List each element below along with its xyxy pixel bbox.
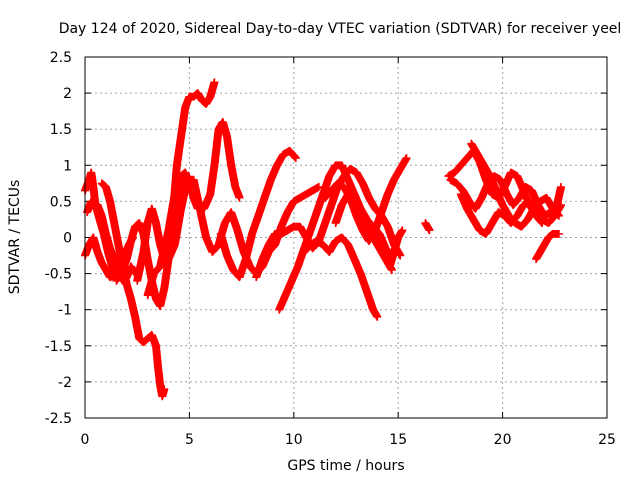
series-track-4 [97, 179, 169, 401]
data-point-markers [331, 190, 396, 274]
data-point-markers [300, 233, 382, 321]
y-tick-label: -2 [58, 375, 72, 391]
series-track-9 [216, 146, 300, 282]
data-point-markers [252, 164, 405, 282]
data-series [81, 78, 566, 401]
x-tick-label: 20 [494, 432, 512, 448]
series-track-6 [133, 78, 219, 285]
data-point-markers [385, 226, 407, 271]
data-point-markers [421, 219, 434, 235]
y-tick-label: 0.5 [50, 194, 72, 210]
series-track-10 [252, 164, 405, 282]
data-point-markers [532, 229, 563, 264]
y-tick-label: -0.5 [45, 267, 72, 283]
series-track-13 [321, 154, 411, 246]
series-track-18 [467, 139, 563, 231]
data-point-markers [467, 139, 563, 231]
series-track-12 [300, 233, 382, 321]
series-track-19 [532, 229, 563, 264]
y-tick-label: -1 [58, 303, 72, 319]
plot-frame [84, 56, 608, 419]
y-tick-label: 1.5 [50, 122, 72, 138]
x-tick-label: 25 [598, 432, 616, 448]
data-point-markers [321, 154, 411, 246]
chart-title: Day 124 of 2020, Sidereal Day-to-day VTE… [59, 21, 622, 37]
x-tick-label: 10 [285, 432, 303, 448]
y-axis-title: SDTVAR / TECUs [7, 180, 23, 295]
series-track-20 [385, 226, 407, 271]
data-point-markers [216, 146, 300, 282]
y-tick-label: 1 [63, 158, 72, 174]
y-tick-label: -2.5 [45, 411, 72, 427]
x-tick-label: 5 [185, 432, 194, 448]
y-tick-label: 0 [63, 231, 72, 247]
series-track-21 [421, 219, 434, 235]
series-track-14 [331, 190, 396, 274]
y-tick-label: -1.5 [45, 339, 72, 355]
y-tick-label: 2.5 [50, 50, 72, 66]
axes: 0 5 10 15 20 25 -2.5 -2 -1.5 -1 -0.5 0 0.5 1 1.5 2 2.5 [45, 50, 616, 448]
data-point-markers [133, 78, 219, 285]
x-tick-label: 0 [81, 432, 90, 448]
y-tick-label: 2 [63, 86, 72, 102]
data-point-markers [97, 179, 169, 401]
x-axis-title: GPS time / hours [287, 458, 404, 474]
x-tick-label: 15 [389, 432, 407, 448]
